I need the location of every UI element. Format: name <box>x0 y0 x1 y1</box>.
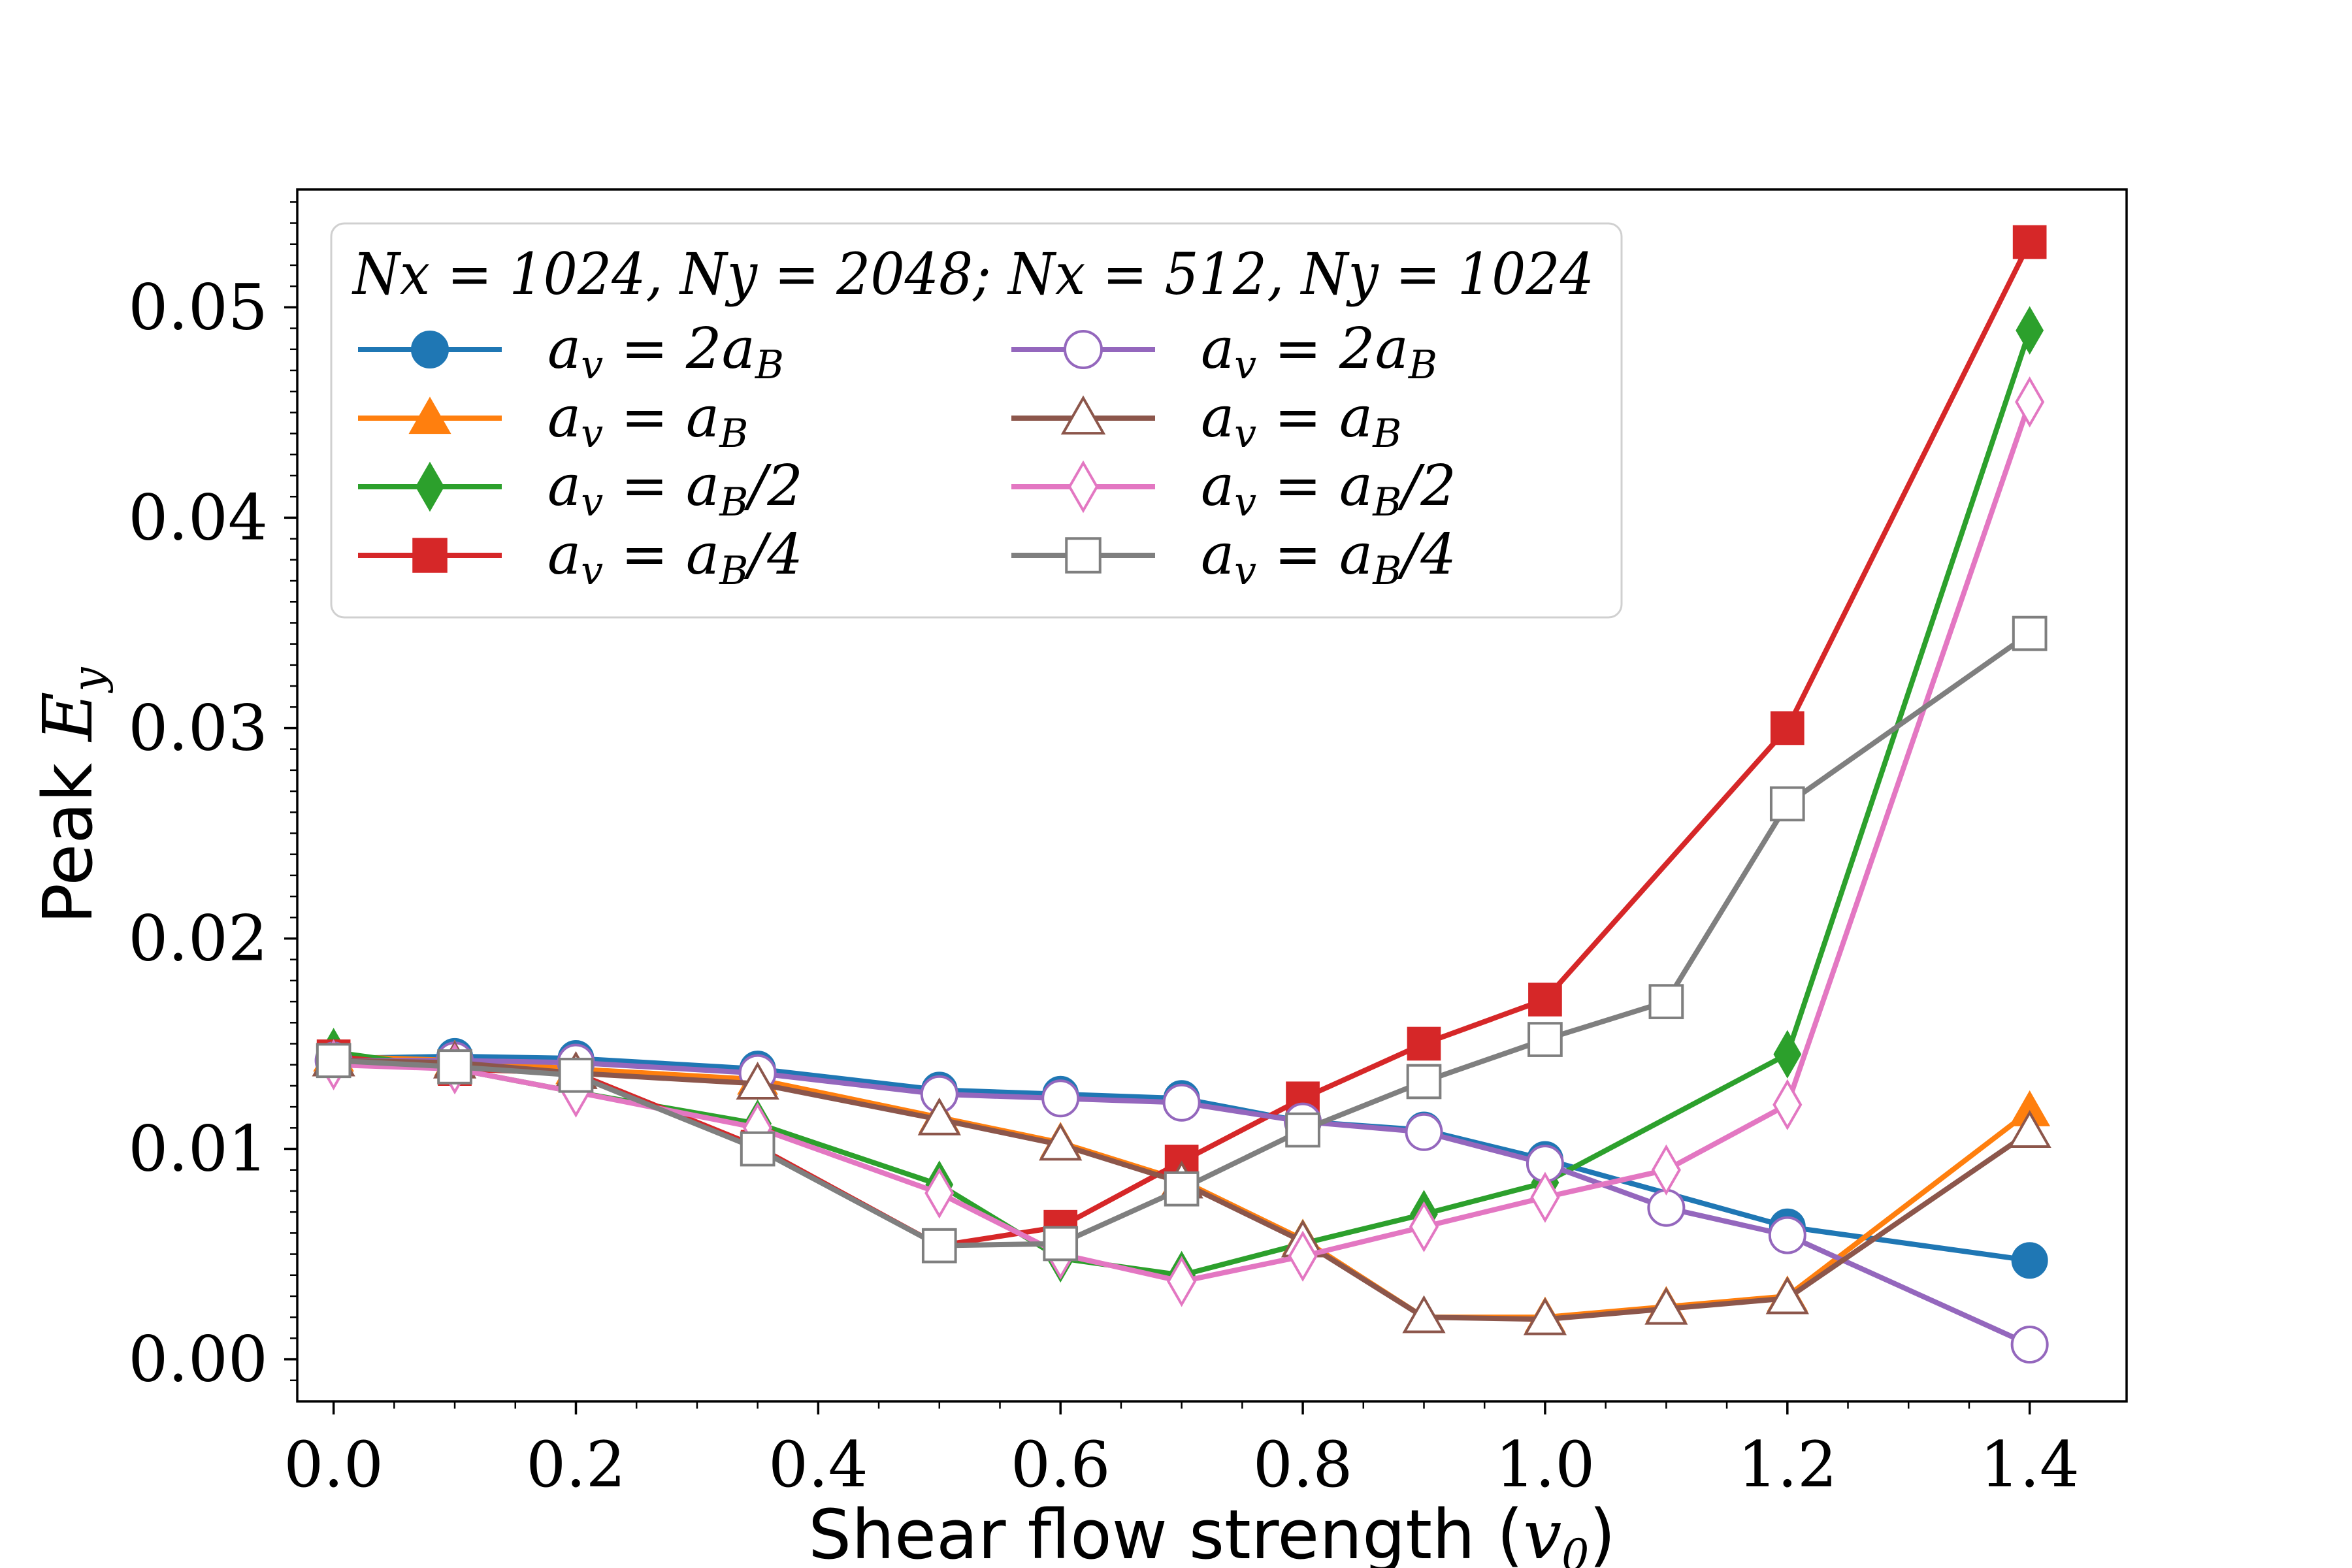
data-point <box>2016 306 2044 355</box>
x-axis: 0.0 0.2 0.4 0.6 0.8 1.0 1.2 1.4 <box>284 1401 2080 1501</box>
series-layer <box>312 225 2051 1364</box>
legend-label: av = aB <box>1201 385 1401 457</box>
legend-swatch-marker <box>1064 330 1103 369</box>
legend-entry: av = 2aB <box>1011 316 1437 388</box>
data-point <box>1043 1226 1079 1262</box>
legend-box <box>330 222 1623 619</box>
data-point <box>1644 1286 1688 1325</box>
data-point <box>736 1061 779 1100</box>
legend-swatch-marker <box>1068 460 1099 514</box>
data-point <box>1765 1276 1809 1315</box>
data-point <box>917 1097 961 1135</box>
data-point <box>316 1043 351 1079</box>
data-point <box>2010 1326 2049 1364</box>
data-point <box>1528 983 1562 1017</box>
data-point <box>1405 1113 1443 1151</box>
data-point <box>2012 225 2047 259</box>
y-axis-title: Peak Ey <box>28 667 114 924</box>
data-point <box>1406 1064 1442 1100</box>
data-point <box>2011 1242 2048 1279</box>
x-tick-label: 0.0 <box>284 1428 384 1501</box>
legend-swatch-marker <box>408 397 451 434</box>
series-8 <box>316 615 2048 1264</box>
data-point <box>1648 984 1684 1019</box>
data-point <box>1402 1295 1446 1333</box>
data-point <box>924 1168 955 1219</box>
plot-frame <box>296 188 2128 1403</box>
data-point <box>1772 1079 1803 1131</box>
y-tick-label: 0.01 <box>128 1113 268 1186</box>
y-axis: 0.00 0.01 0.02 0.03 0.04 0.05 <box>128 201 297 1396</box>
x-tick-label: 0.6 <box>1011 1428 1111 1501</box>
data-point <box>1162 1083 1201 1122</box>
data-point <box>1530 1171 1560 1223</box>
series-line <box>333 1053 2031 1264</box>
legend-swatch-marker <box>411 331 449 368</box>
data-point <box>1164 1171 1200 1207</box>
legend-label: av = 2aB <box>1201 316 1437 388</box>
y-tick-label: 0.00 <box>128 1323 268 1396</box>
legend: Nx = 1024, Ny = 2048; Nx = 512, Ny = 102… <box>330 222 1623 619</box>
x-tick-label: 0.2 <box>526 1428 626 1501</box>
data-point <box>1407 1026 1441 1061</box>
data-point <box>1409 1201 1439 1252</box>
data-point <box>921 1228 957 1264</box>
x-tick-label: 0.8 <box>1253 1428 1353 1501</box>
data-point <box>1769 786 1805 822</box>
data-point <box>437 1049 472 1085</box>
legend-swatch-marker <box>1060 395 1106 435</box>
data-point <box>1285 1112 1320 1148</box>
data-point <box>1773 1030 1802 1079</box>
y-tick-label: 0.04 <box>128 481 268 554</box>
x-tick-label: 1.2 <box>1737 1428 1837 1501</box>
data-point <box>1039 1122 1083 1161</box>
legend-entry: av = aB/4 <box>358 522 803 594</box>
data-point <box>2012 615 2048 651</box>
data-point <box>1651 1144 1681 1196</box>
legend-title: Nx = 1024, Ny = 2048; Nx = 512, Ny = 102… <box>351 240 1594 308</box>
y-tick-label: 0.02 <box>128 902 268 975</box>
legend-label: av = aB <box>547 385 748 457</box>
data-point <box>1041 1079 1080 1118</box>
data-point <box>1288 1230 1318 1282</box>
legend-swatch-marker <box>1065 537 1102 574</box>
legend-label: av = 2aB <box>547 316 784 388</box>
x-tick-label: 1.4 <box>1980 1428 2080 1501</box>
data-point <box>1770 711 1805 745</box>
legend-label: av = aB/2 <box>547 453 803 525</box>
data-point <box>2008 1110 2051 1149</box>
legend-label: av = aB/4 <box>547 522 803 594</box>
legend-label: av = aB/2 <box>1201 453 1456 525</box>
legend-entry: av = 2aB <box>358 316 784 388</box>
legend-entry: av = aB/2 <box>1011 453 1456 525</box>
legend-entry: av = aB <box>1011 385 1401 457</box>
y-tick-label: 0.03 <box>128 691 268 764</box>
legend-swatch-marker <box>412 538 448 573</box>
x-axis-title: Shear flow strength (v0) <box>808 1495 1616 1568</box>
legend-swatch-marker <box>415 461 445 512</box>
data-point <box>1768 1216 1806 1254</box>
x-tick-label: 1.0 <box>1495 1428 1595 1501</box>
data-point <box>1523 1297 1567 1335</box>
data-point <box>1527 1022 1563 1057</box>
legend-label: av = aB/4 <box>1201 522 1456 594</box>
data-point <box>2015 376 2045 428</box>
legend-entry: av = aB <box>358 385 748 457</box>
x-tick-label: 0.4 <box>768 1428 868 1501</box>
data-point <box>558 1057 594 1093</box>
data-point <box>1167 1256 1197 1307</box>
legend-entry: av = aB/2 <box>358 453 803 525</box>
legend-entry: av = aB/4 <box>1011 522 1456 594</box>
data-point <box>740 1131 776 1167</box>
y-tick-label: 0.05 <box>128 270 268 344</box>
